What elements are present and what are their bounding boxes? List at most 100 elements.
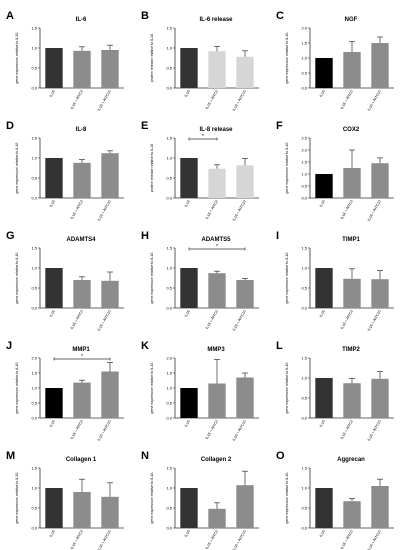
panel-letter: F — [276, 120, 283, 132]
y-tick-label: 0.0 — [31, 85, 37, 90]
bar — [371, 43, 389, 88]
panel-c: C NGF gene expression relative to IL1ß 0.0 0… — [276, 10, 394, 112]
x-tick-label: IL1ß + AITC10 — [97, 90, 112, 112]
bar — [180, 48, 198, 88]
bar — [208, 51, 226, 88]
y-tick-label: 0.0 — [301, 415, 307, 420]
x-tick-label: IL1ß + AITC10 — [367, 90, 382, 112]
y-tick-label: 1.5 — [166, 465, 172, 470]
y-tick-label: 1.0 — [301, 375, 307, 380]
panel-letter: C — [276, 10, 284, 22]
y-tick-label: 1.5 — [301, 245, 307, 250]
x-tick-label: IL1ß + AITC3 — [340, 420, 354, 440]
y-tick-label: 1.5 — [31, 370, 37, 375]
panel-j: J MMP1 gene expression relative to IL1ß 0.0… — [6, 340, 124, 442]
panel-title: IL-8 release — [199, 127, 233, 133]
x-tick-label: IL1ß + AITC10 — [97, 200, 112, 222]
y-tick-label: 0.5 — [31, 505, 37, 510]
panel-letter: A — [6, 10, 14, 22]
y-tick-label: 0.5 — [31, 65, 37, 70]
x-tick-label: IL1ß — [49, 529, 56, 538]
panel-letter: M — [6, 450, 15, 462]
x-tick-label: IL1ß — [184, 419, 191, 428]
panel-e: E IL-8 release protein release relative to… — [141, 120, 259, 222]
y-tick-label: 0.5 — [31, 285, 37, 290]
x-tick-label: IL1ß + AITC3 — [70, 530, 84, 550]
y-tick-label: 1.0 — [301, 171, 307, 176]
bar — [371, 279, 389, 308]
bar — [236, 56, 254, 88]
bar — [315, 378, 333, 418]
y-axis-label: gene expression relative to IL1ß — [150, 362, 154, 414]
bar — [45, 158, 63, 198]
panel-title: ADAMTS5 — [201, 237, 231, 243]
x-tick-label: IL1ß + AITC3 — [70, 420, 84, 440]
panel-title: ADAMTS4 — [66, 237, 96, 243]
x-tick-label: IL1ß — [319, 199, 326, 208]
y-tick-label: 0.0 — [166, 415, 172, 420]
y-tick-label: 0.5 — [166, 400, 172, 405]
x-tick-label: IL1ß — [184, 199, 191, 208]
bar — [101, 371, 119, 418]
panel-title: NGF — [345, 17, 358, 23]
panel-f: F COX2 gene expression relative to IL1ß 0.0… — [276, 120, 394, 222]
panel-letter: K — [141, 340, 149, 352]
panel-title: Collagen 2 — [201, 457, 232, 463]
panel-l: L TIMP2 gene expression relative to IL1ß 0.… — [276, 340, 394, 442]
y-tick-label: 1.5 — [301, 355, 307, 360]
bar — [101, 153, 119, 198]
bar — [343, 383, 361, 418]
panel-letter: O — [276, 450, 285, 462]
y-axis-label: gene expression relative to IL1ß — [15, 252, 19, 304]
x-tick-label: IL1ß + AITC10 — [97, 420, 112, 442]
bar — [180, 488, 198, 528]
x-tick-label: IL1ß — [184, 89, 191, 98]
bar — [208, 383, 226, 418]
y-tick-label: 0.5 — [301, 183, 307, 188]
y-axis-label: gene expression relative to IL1ß — [285, 472, 289, 524]
panel-d: D IL-8 gene expression relative to IL1ß 0.0… — [6, 120, 124, 222]
panel-o: O Aggrecan gene expression relative to IL1… — [276, 450, 394, 550]
panel-n: N Collagen 2 gene expression relative to I… — [141, 450, 259, 550]
y-tick-label: 2.0 — [31, 355, 37, 360]
y-axis-label: gene expression relative to IL1ß — [285, 142, 289, 194]
panel-title: TIMP1 — [342, 237, 360, 243]
y-tick-label: 1.0 — [301, 55, 307, 60]
bar — [73, 492, 91, 528]
y-axis-label: gene expression relative to IL1ß — [285, 362, 289, 414]
bar — [315, 174, 333, 198]
x-tick-label: IL1ß + AITC10 — [232, 200, 247, 222]
y-axis-label: gene expression relative to IL1ß — [15, 362, 19, 414]
bar — [180, 268, 198, 308]
bar — [343, 168, 361, 198]
x-tick-label: IL1ß + AITC3 — [340, 530, 354, 550]
bar — [315, 268, 333, 308]
y-tick-label: 1.5 — [166, 370, 172, 375]
y-axis-label: gene expression relative to IL1ß — [150, 252, 154, 304]
x-tick-label: IL1ß + AITC10 — [232, 530, 247, 550]
x-tick-label: IL1ß + AITC10 — [367, 310, 382, 332]
x-tick-label: IL1ß + AITC3 — [340, 310, 354, 330]
x-tick-label: IL1ß — [49, 309, 56, 318]
panel-title: COX2 — [343, 127, 360, 133]
y-tick-label: 1.5 — [301, 40, 307, 45]
y-axis-label: protein release relative to IL1ß — [150, 33, 154, 82]
y-tick-label: 2.0 — [301, 25, 307, 30]
x-tick-label: IL1ß + AITC10 — [367, 530, 382, 550]
x-tick-label: IL1ß — [184, 529, 191, 538]
bar — [236, 377, 254, 418]
panel-title: IL-8 — [76, 127, 87, 133]
y-tick-label: 0.5 — [166, 175, 172, 180]
x-tick-label: IL1ß + AITC3 — [205, 420, 219, 440]
y-tick-label: 0.5 — [166, 285, 172, 290]
bar — [371, 378, 389, 418]
panel-k: K MMP3 gene expression relative to IL1ß 0.0… — [141, 340, 259, 442]
y-tick-label: 1.5 — [301, 465, 307, 470]
bar — [208, 168, 226, 198]
bar — [236, 485, 254, 528]
y-tick-label: 1.0 — [166, 265, 172, 270]
x-tick-label: IL1ß + AITC3 — [70, 200, 84, 220]
x-tick-label: IL1ß + AITC10 — [97, 310, 112, 332]
y-tick-label: 0.0 — [301, 195, 307, 200]
